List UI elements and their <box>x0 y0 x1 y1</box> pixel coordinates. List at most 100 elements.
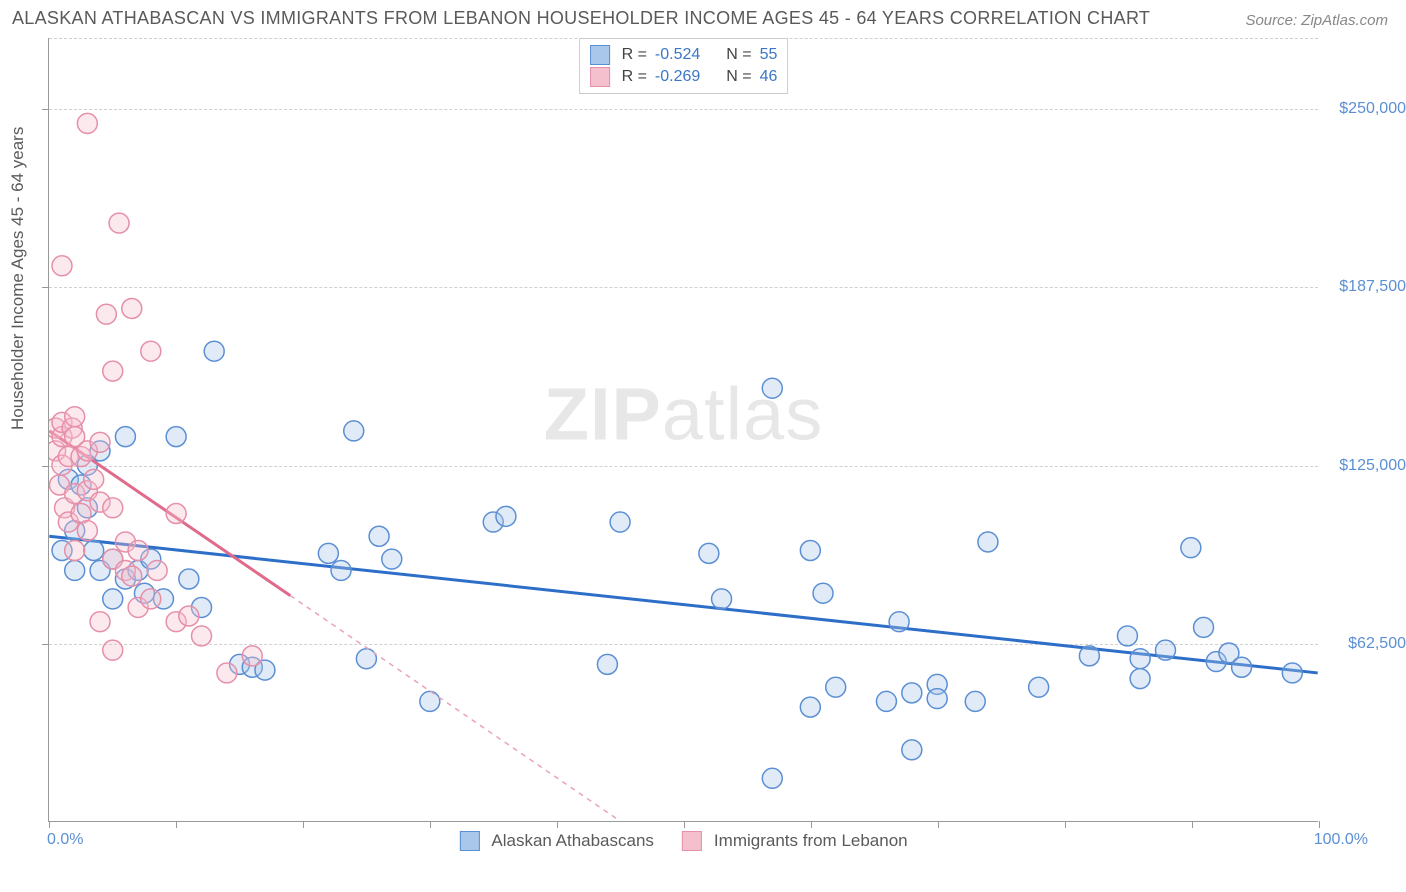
x-tick <box>811 821 812 828</box>
plot-area: ZIPatlas R = -0.524 N = 55 R = -0.269 N … <box>48 38 1318 822</box>
r-value: -0.269 <box>655 68 700 86</box>
data-point <box>762 378 782 398</box>
data-point <box>1079 646 1099 666</box>
data-point <box>103 498 123 518</box>
x-axis-max-label: 100.0% <box>1314 831 1368 849</box>
x-tick <box>938 821 939 828</box>
data-point <box>1029 677 1049 697</box>
source-attribution: Source: ZipAtlas.com <box>1245 12 1388 29</box>
data-point <box>318 543 338 563</box>
data-point <box>902 740 922 760</box>
data-point <box>344 421 364 441</box>
n-value: 55 <box>760 46 778 64</box>
y-tick-label: $250,000 <box>1324 100 1406 118</box>
y-tick <box>42 644 49 645</box>
data-point <box>610 512 630 532</box>
data-point <box>1155 640 1175 660</box>
x-axis-min-label: 0.0% <box>47 831 83 849</box>
data-point <box>1181 538 1201 558</box>
data-point <box>90 612 110 632</box>
data-point <box>166 427 186 447</box>
legend-swatch-blue <box>459 831 479 851</box>
y-tick <box>42 109 49 110</box>
legend-swatch-pink <box>590 67 610 87</box>
data-point <box>128 541 148 561</box>
legend-swatch-pink <box>682 831 702 851</box>
data-point <box>179 569 199 589</box>
data-point <box>52 256 72 276</box>
data-point <box>712 589 732 609</box>
data-point <box>876 691 896 711</box>
n-value: 46 <box>760 68 778 86</box>
data-point <box>1130 669 1150 689</box>
data-point <box>1194 617 1214 637</box>
trend-line-solid <box>49 536 1317 673</box>
data-point <box>192 626 212 646</box>
data-point <box>826 677 846 697</box>
data-point <box>965 691 985 711</box>
data-point <box>813 583 833 603</box>
y-tick-label: $187,500 <box>1324 278 1406 296</box>
chart-title: ALASKAN ATHABASCAN VS IMMIGRANTS FROM LE… <box>12 8 1150 29</box>
data-point <box>109 213 129 233</box>
data-point <box>1282 663 1302 683</box>
data-point <box>84 469 104 489</box>
data-point <box>90 432 110 452</box>
x-tick <box>1192 821 1193 828</box>
data-point <box>496 506 516 526</box>
data-point <box>1130 649 1150 669</box>
data-point <box>103 640 123 660</box>
r-value: -0.524 <box>655 46 700 64</box>
data-point <box>978 532 998 552</box>
data-point <box>902 683 922 703</box>
data-point <box>204 341 224 361</box>
legend-label: Alaskan Athabascans <box>491 831 654 851</box>
legend-swatch-blue <box>590 45 610 65</box>
data-point <box>65 541 85 561</box>
data-point <box>800 541 820 561</box>
data-point <box>65 407 85 427</box>
data-point <box>65 560 85 580</box>
data-point <box>141 341 161 361</box>
data-point <box>84 541 104 561</box>
data-point <box>1117 626 1137 646</box>
data-point <box>77 521 97 541</box>
data-point <box>115 427 135 447</box>
n-label: N = <box>726 68 751 86</box>
data-point <box>122 299 142 319</box>
x-tick <box>176 821 177 828</box>
data-point <box>420 691 440 711</box>
y-tick <box>42 466 49 467</box>
data-point <box>1232 657 1252 677</box>
x-tick <box>684 821 685 828</box>
data-point <box>889 612 909 632</box>
data-point <box>762 768 782 788</box>
data-point <box>382 549 402 569</box>
legend-row-series-1: R = -0.524 N = 55 <box>590 45 778 65</box>
data-point <box>103 589 123 609</box>
data-point <box>141 589 161 609</box>
data-point <box>331 560 351 580</box>
data-point <box>242 646 262 666</box>
n-label: N = <box>726 46 751 64</box>
y-tick-label: $125,000 <box>1324 457 1406 475</box>
data-point <box>927 689 947 709</box>
y-tick <box>42 287 49 288</box>
y-tick-label: $62,500 <box>1324 635 1406 653</box>
legend-label: Immigrants from Lebanon <box>714 831 908 851</box>
x-tick <box>557 821 558 828</box>
y-axis-label: Householder Income Ages 45 - 64 years <box>8 127 28 430</box>
scatter-svg <box>49 38 1318 821</box>
data-point <box>77 113 97 133</box>
data-point <box>699 543 719 563</box>
data-point <box>179 606 199 626</box>
data-point <box>122 566 142 586</box>
data-point <box>597 654 617 674</box>
x-tick <box>430 821 431 828</box>
x-tick <box>1065 821 1066 828</box>
legend-item-series-2: Immigrants from Lebanon <box>682 831 908 851</box>
legend-row-series-2: R = -0.269 N = 46 <box>590 67 778 87</box>
correlation-legend: R = -0.524 N = 55 R = -0.269 N = 46 <box>579 38 789 94</box>
data-point <box>217 663 237 683</box>
legend-item-series-1: Alaskan Athabascans <box>459 831 654 851</box>
